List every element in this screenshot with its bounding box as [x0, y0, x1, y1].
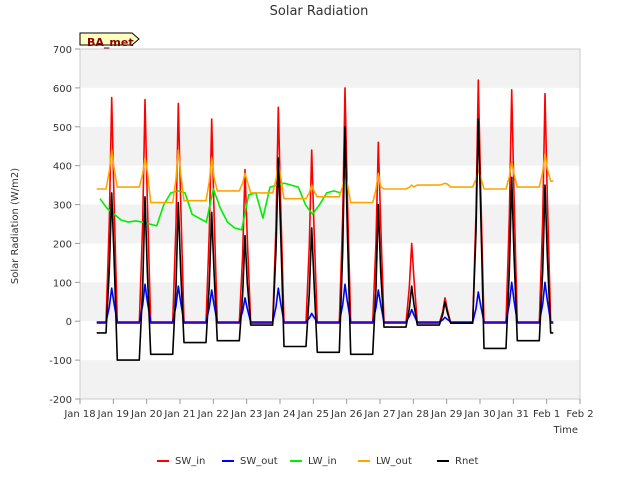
y-tick-label: 700	[53, 45, 72, 56]
x-tick-label: Jan 19	[97, 409, 129, 420]
x-tick-label: Jan 28	[397, 409, 429, 420]
y-tick-label: 100	[53, 278, 72, 289]
x-tick-label: Jan 27	[363, 409, 395, 420]
y-tick-label: 400	[53, 162, 72, 173]
x-tick-label: Jan 22	[197, 409, 229, 420]
chart-title: Solar Radiation	[270, 4, 369, 19]
y-tick-label: 300	[53, 201, 72, 212]
y-tick-label: 0	[66, 317, 72, 328]
series-line-sw-out	[96, 281, 554, 323]
legend-label: SW_out	[240, 456, 278, 467]
y-tick-label: 500	[53, 123, 72, 134]
x-tick-label: Jan 30	[463, 409, 495, 420]
x-tick-label: Jan 26	[330, 409, 362, 420]
grid-band	[80, 126, 580, 166]
grid-band	[80, 49, 580, 88]
legend: SW_in SW_out LW_in LW_out Rnet	[157, 456, 478, 467]
legend-label: LW_out	[376, 456, 412, 467]
x-tick-label: Jan 21	[163, 409, 195, 420]
series-line-lw-in	[99, 182, 342, 231]
x-axis: Jan 18 Jan 19 Jan 20 Jan 21 Jan 22 Jan 23 Jan …	[63, 399, 594, 420]
y-tick-label: -100	[49, 356, 72, 367]
y-tick-label: 600	[53, 84, 72, 95]
x-axis-label: Time	[553, 425, 578, 436]
station-badge-label: BA_met	[87, 36, 134, 49]
y-axis-label: Solar Radiation (W/m2)	[10, 168, 21, 284]
legend-label: LW_in	[308, 456, 337, 467]
x-tick-label: Jan 25	[297, 409, 329, 420]
legend-label: Rnet	[455, 456, 478, 467]
plot-bands	[80, 49, 580, 399]
x-tick-label: Feb 1	[533, 409, 560, 420]
x-tick-label: Jan 23	[230, 409, 262, 420]
x-tick-label: Feb 2	[566, 409, 593, 420]
station-badge: BA_met	[79, 32, 140, 49]
x-tick-label: Jan 31	[497, 409, 529, 420]
y-tick-label: 200	[53, 239, 72, 250]
x-tick-label: Jan 20	[130, 409, 162, 420]
grid-band	[80, 282, 580, 322]
x-tick-label: Jan 24	[263, 409, 295, 420]
x-tick-label: Jan 18	[63, 409, 95, 420]
series-group	[96, 79, 554, 361]
legend-label: SW_in	[175, 456, 205, 467]
x-tick-label: Jan 29	[430, 409, 462, 420]
series-line-rnet	[96, 118, 554, 361]
grid-band	[80, 360, 580, 399]
grid-band	[80, 204, 580, 244]
plot-area	[79, 48, 581, 400]
y-axis: -200 -100 0 100 200 300 400 500 600 700	[49, 45, 80, 406]
y-tick-label: -200	[49, 395, 72, 406]
series-line-lw-out	[96, 149, 554, 204]
